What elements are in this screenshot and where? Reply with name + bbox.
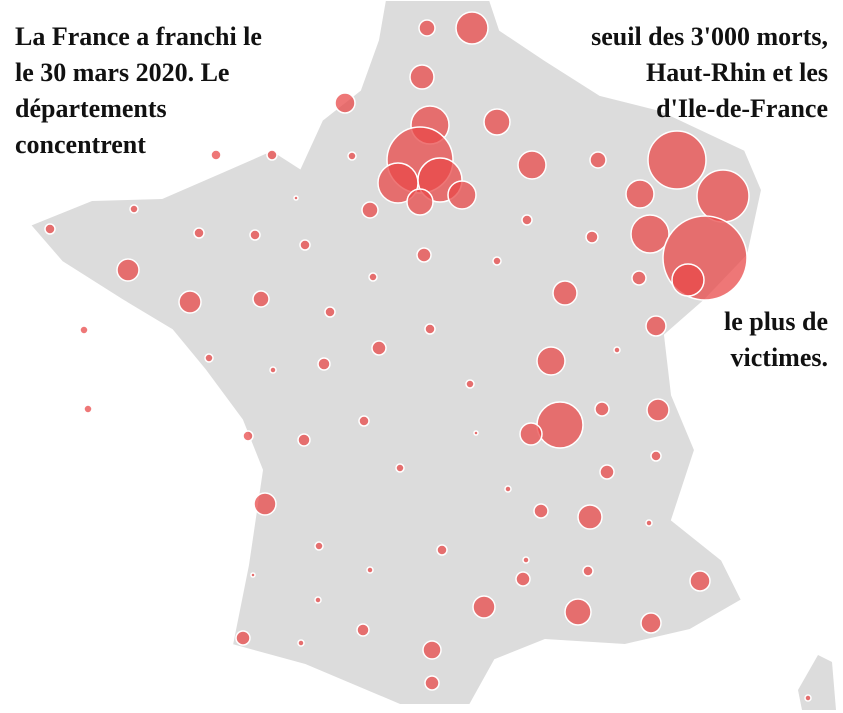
bubble: [492, 256, 502, 266]
bubble: [356, 623, 370, 637]
bubble: [631, 270, 647, 286]
bubble: [552, 280, 578, 306]
bubble: [242, 430, 254, 442]
annotations: La France a franchi le le 30 mars 2020. L…: [15, 22, 828, 372]
bubble: [395, 463, 405, 473]
bubble: [671, 263, 705, 297]
bubble: [317, 357, 331, 371]
bubble: [577, 504, 603, 530]
bubble: [647, 130, 707, 190]
bubble: [483, 108, 511, 136]
bubble: [536, 346, 566, 376]
annotation-line: le plus de: [724, 307, 828, 336]
bubble: [266, 149, 278, 161]
france-mainland: [28, 0, 764, 706]
bubble: [650, 450, 662, 462]
bubble: [422, 640, 442, 660]
bubble: [416, 247, 432, 263]
bubble: [645, 519, 653, 527]
bubble: [613, 346, 621, 354]
bubble: [599, 464, 615, 480]
bubble: [324, 306, 336, 318]
bubble: [314, 596, 322, 604]
bubble: [517, 150, 547, 180]
bubble: [368, 272, 378, 282]
bubble: [515, 571, 531, 587]
bubble: [79, 325, 89, 335]
annotation-line: La France a franchi le: [15, 22, 262, 51]
bubble: [83, 404, 93, 414]
bubble: [447, 180, 477, 210]
bubble: [204, 353, 214, 363]
bubble: [645, 315, 667, 337]
bubble: [361, 201, 379, 219]
bubble: [424, 675, 440, 691]
bubble: [585, 230, 599, 244]
bubble: [250, 572, 256, 578]
bubble: [358, 415, 370, 427]
bubble: [210, 149, 222, 161]
annotation-line: départements: [15, 94, 167, 123]
bubble: [293, 195, 299, 201]
bubble: [249, 229, 261, 241]
bubble: [472, 595, 496, 619]
bubble: [696, 169, 750, 223]
bubble: [630, 214, 670, 254]
bubble: [536, 401, 584, 449]
bubble: [504, 485, 512, 493]
bubble: [424, 323, 436, 335]
bubbles: [44, 11, 812, 702]
bubble: [129, 204, 139, 214]
bubble: [314, 541, 324, 551]
annotation-line: Haut-Rhin et les: [646, 58, 828, 87]
bubble: [253, 492, 277, 516]
annotation-line: le 30 mars 2020. Le: [15, 58, 229, 87]
bubble: [297, 433, 311, 447]
bubble: [522, 556, 530, 564]
bubble: [473, 430, 479, 436]
bubble: [804, 694, 812, 702]
annotation-line: seuil des 3'000 morts,: [591, 22, 828, 51]
bubble: [252, 290, 270, 308]
bubble: [582, 565, 594, 577]
bubble: [334, 92, 356, 114]
annotation-line: concentrent: [15, 130, 146, 159]
bubble: [519, 422, 543, 446]
bubble: [366, 566, 374, 574]
bubble: [347, 151, 357, 161]
annotation-line: victimes.: [731, 343, 828, 372]
bubble: [44, 223, 56, 235]
bubble: [418, 19, 436, 37]
bubble: [521, 214, 533, 226]
bubble: [625, 179, 655, 209]
bubble: [297, 639, 305, 647]
bubble: [235, 630, 251, 646]
bubble: [465, 379, 475, 389]
bubble: [116, 258, 140, 282]
bubble: [193, 227, 205, 239]
bubble: [564, 598, 592, 626]
bubble: [409, 64, 435, 90]
bubble: [589, 151, 607, 169]
bubble: [594, 401, 610, 417]
bubble: [371, 340, 387, 356]
bubble: [269, 366, 277, 374]
bubble: [533, 503, 549, 519]
bubble: [406, 188, 434, 216]
bubble: [299, 239, 311, 251]
bubble: [455, 11, 489, 45]
annotation-line: d'Ile-de-France: [656, 94, 828, 123]
bubble: [646, 398, 670, 422]
bubble: [178, 290, 202, 314]
bubble: [640, 612, 662, 634]
bubble: [689, 570, 711, 592]
bubble: [436, 544, 448, 556]
